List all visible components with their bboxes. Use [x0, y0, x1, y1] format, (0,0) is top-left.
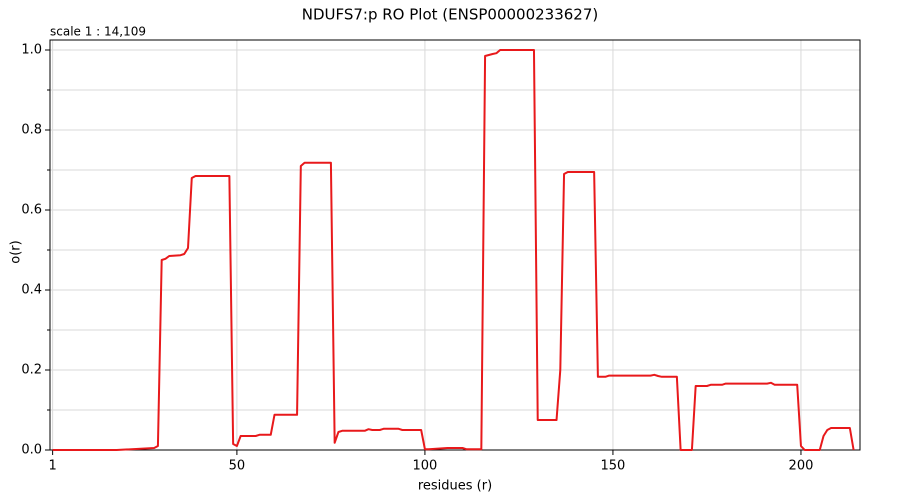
- y-tick-label: 0.2: [21, 363, 42, 378]
- x-axis-label: residues (r): [418, 479, 492, 494]
- x-tick-label: 100: [413, 459, 438, 474]
- y-tick-label: 1.0: [21, 43, 42, 58]
- y-tick-label: 0.0: [21, 443, 42, 458]
- scale-label: scale 1 : 14,109: [50, 25, 146, 39]
- x-tick-label: 50: [229, 459, 246, 474]
- x-tick-label: 150: [601, 459, 626, 474]
- y-tick-label: 0.4: [21, 283, 42, 298]
- y-tick-label: 0.8: [21, 123, 42, 138]
- chart-title: NDUFS7:p RO Plot (ENSP00000233627): [302, 6, 599, 24]
- x-tick-label: 200: [789, 459, 814, 474]
- y-axis-label: o(r): [9, 240, 24, 263]
- plot-frame: [49, 39, 861, 451]
- data-line: [52, 49, 855, 451]
- x-tick-label: 1: [48, 459, 56, 474]
- y-tick-label: 0.6: [21, 203, 42, 218]
